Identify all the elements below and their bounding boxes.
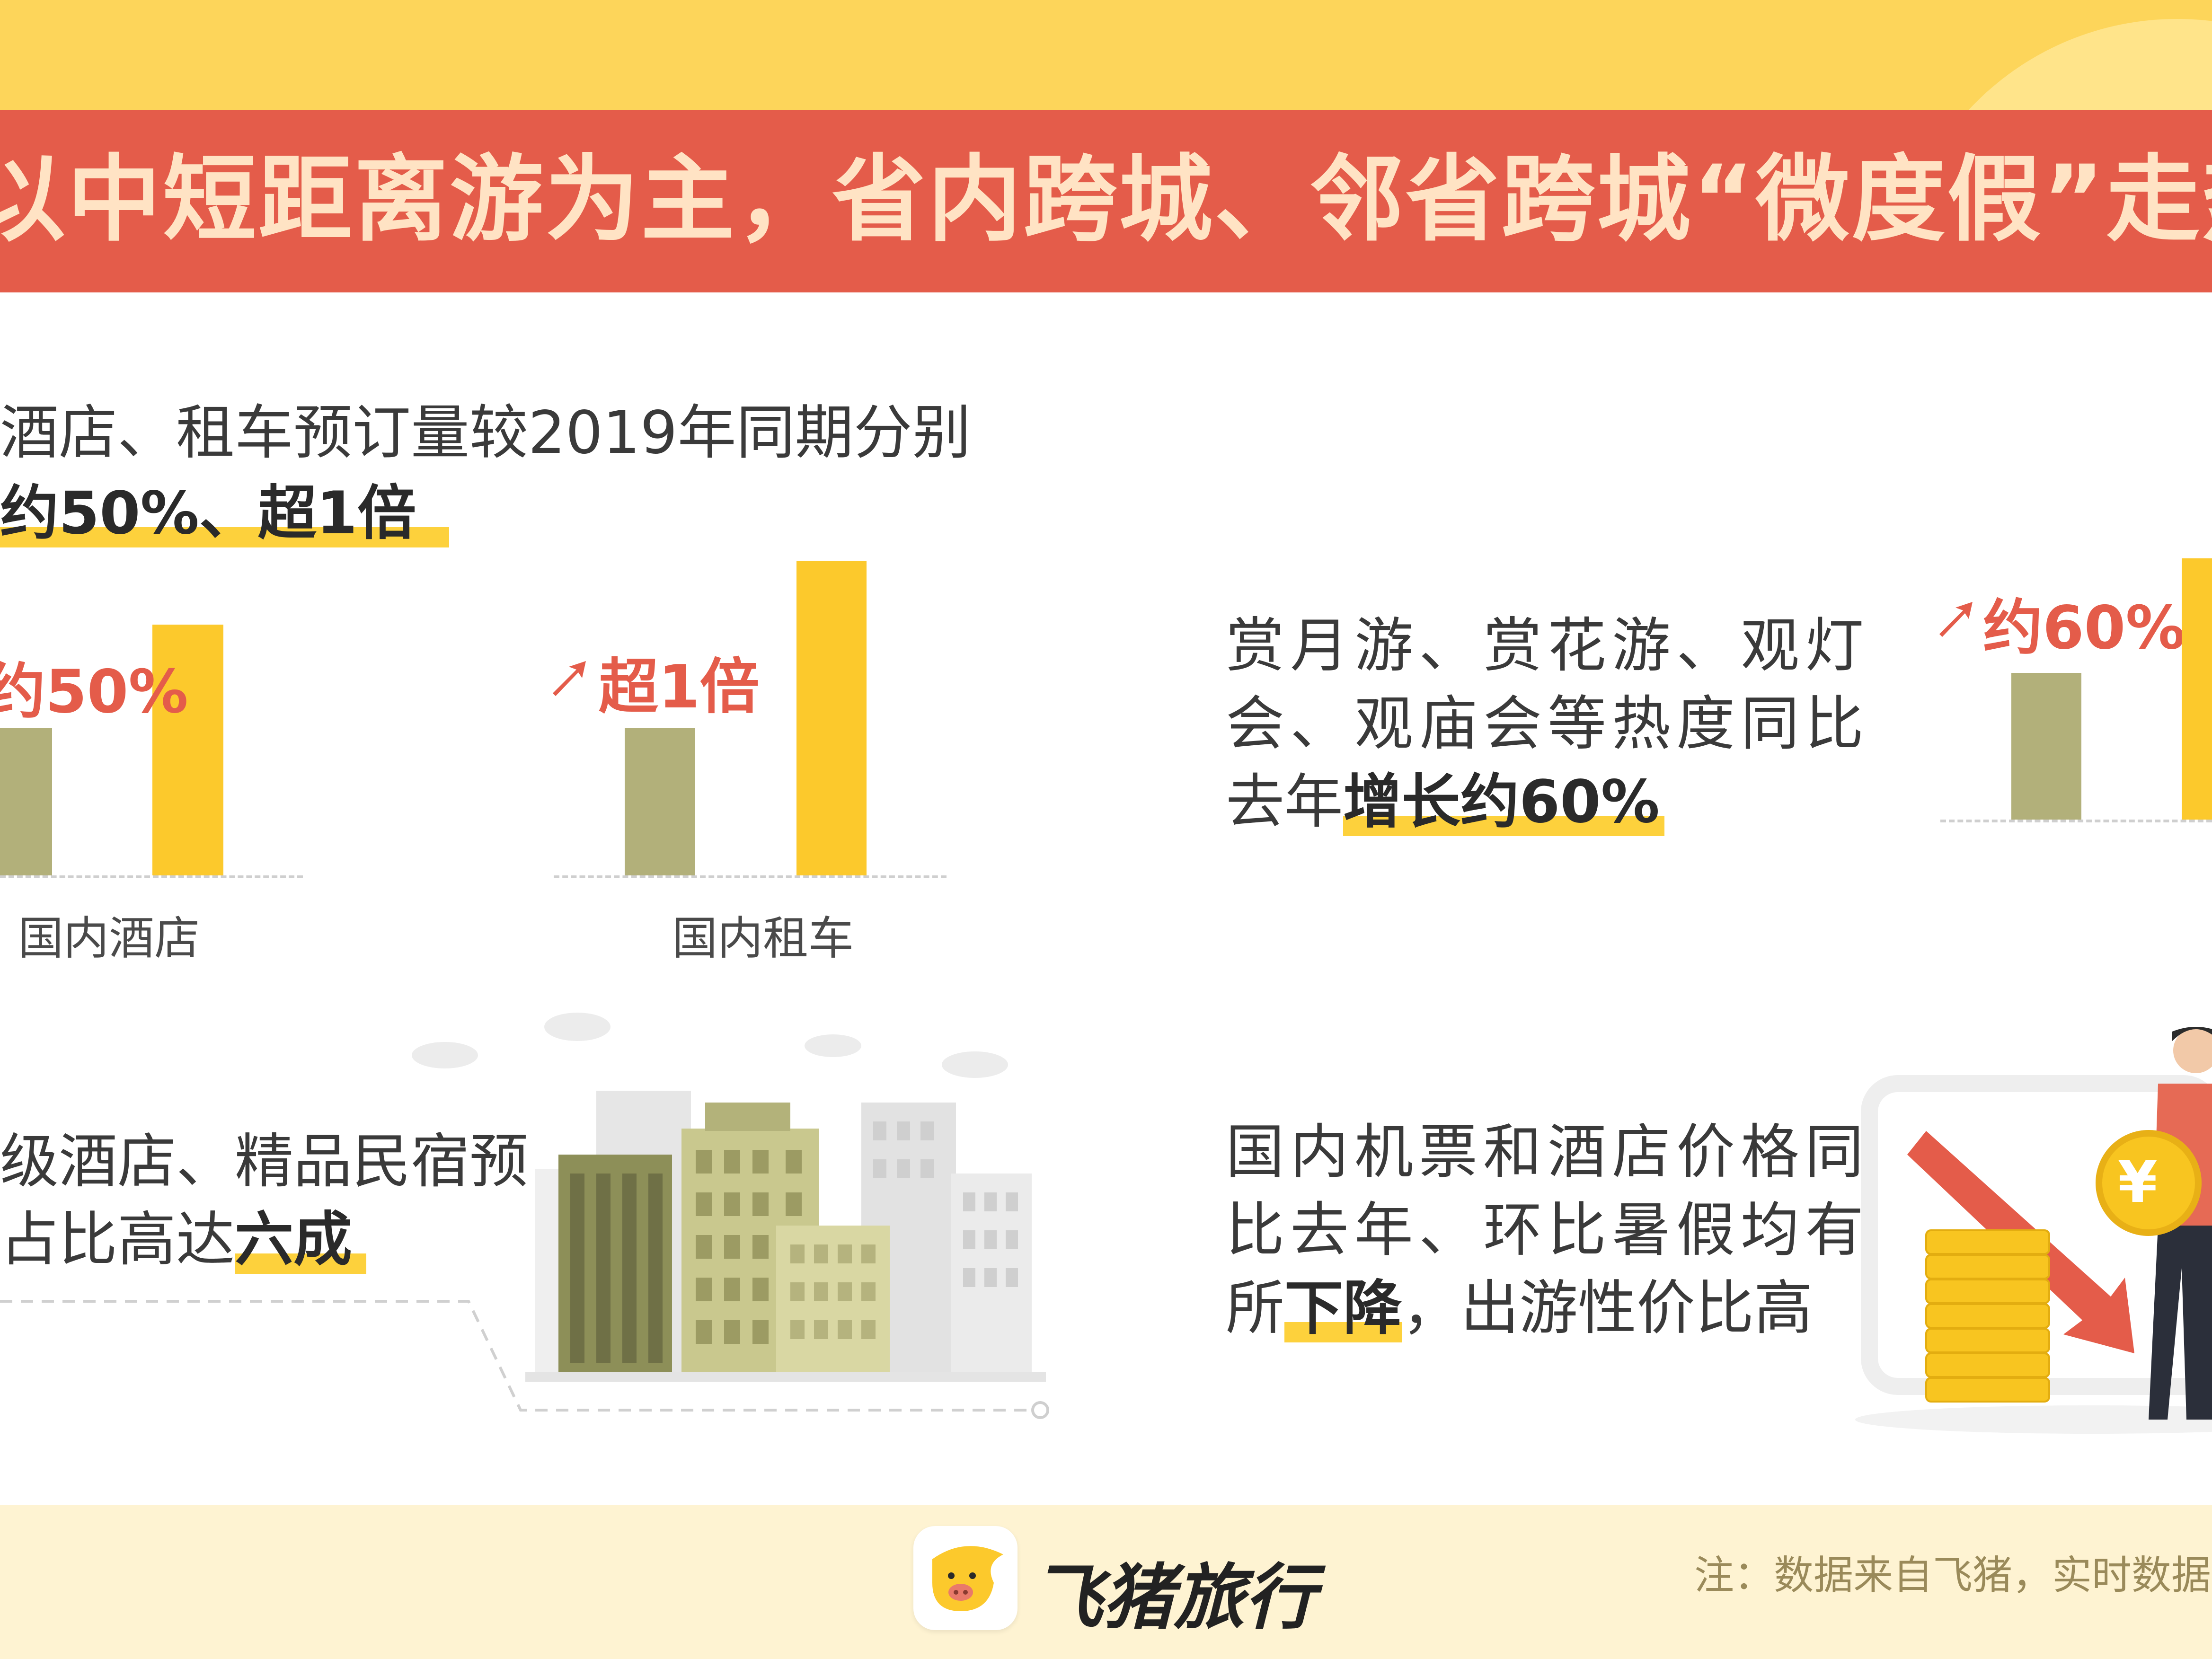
annotation-car: 超1倍 xyxy=(599,652,760,722)
bottom-left-line2: 占比高达六成 xyxy=(0,1200,367,1280)
top-right-line3: 去年增长约60% xyxy=(1226,762,1664,842)
top-band xyxy=(0,0,2212,110)
annotation-festival: 约60% xyxy=(1983,593,2185,662)
arrow-up-icon xyxy=(549,655,592,698)
fliggy-logo-icon xyxy=(913,1526,1018,1630)
dashed-connector xyxy=(0,1300,1049,1419)
price-drop-illustration xyxy=(1855,1027,2212,1434)
bar-car-current xyxy=(796,561,867,875)
annotation-hotel: 约50% xyxy=(0,657,188,726)
baseline-hotel xyxy=(0,875,303,878)
bar-car-2019 xyxy=(625,728,695,875)
footnote: 注：数据来自飞猪，实时数据 xyxy=(1694,1552,2212,1598)
bar-festival-current xyxy=(2182,558,2212,820)
bar-festival-last-year xyxy=(2011,673,2081,820)
top-left-line1: 酒店、租车预订量较2019年同期分别 xyxy=(0,399,971,467)
category-hotel: 国内酒店 xyxy=(18,912,200,965)
logo-text: 飞猪旅行 xyxy=(1032,1557,1316,1639)
top-left-highlight: 约50%、超1倍 xyxy=(0,479,450,547)
bottom-right-line3: 所下降，出游性价比高 xyxy=(1226,1274,1813,1342)
top-right-line2: 会、观庙会等热度同比 xyxy=(1226,690,1870,758)
bar-hotel-current xyxy=(152,625,223,875)
top-right-highlight: 增长约60% xyxy=(1343,768,1664,836)
yuan-coin-icon: ¥ xyxy=(2118,1150,2158,1216)
bottom-left-line1: 级酒店、精品民宿预 xyxy=(0,1128,529,1196)
bottom-right-line1: 国内机票和酒店价格同 xyxy=(1226,1118,1870,1186)
title-banner: 以中短距离游为主，省内跨城、邻省跨城“微度假”走热 xyxy=(0,110,2212,292)
baseline-car xyxy=(554,875,947,878)
arrow-up-icon xyxy=(1936,596,1978,639)
bottom-left-highlight: 六成 xyxy=(235,1206,367,1274)
footer-band xyxy=(0,1505,2212,1659)
top-left-line2-wrap: 约50%、超1倍 xyxy=(0,473,450,554)
bottom-right-highlight: 下降 xyxy=(1284,1274,1402,1342)
baseline-festival xyxy=(1940,820,2212,822)
category-car: 国内租车 xyxy=(672,912,854,965)
banner-title: 以中短距离游为主，省内跨城、邻省跨城“微度假”走热 xyxy=(0,145,2212,254)
top-arc-decoration xyxy=(1893,19,2212,110)
bottom-right-line2: 比去年、环比暑假均有 xyxy=(1226,1196,1870,1264)
bar-hotel-2019 xyxy=(0,728,52,875)
city-buildings-icon xyxy=(412,1013,1046,1382)
top-right-line1: 赏月游、赏花游、观灯 xyxy=(1226,612,1870,680)
